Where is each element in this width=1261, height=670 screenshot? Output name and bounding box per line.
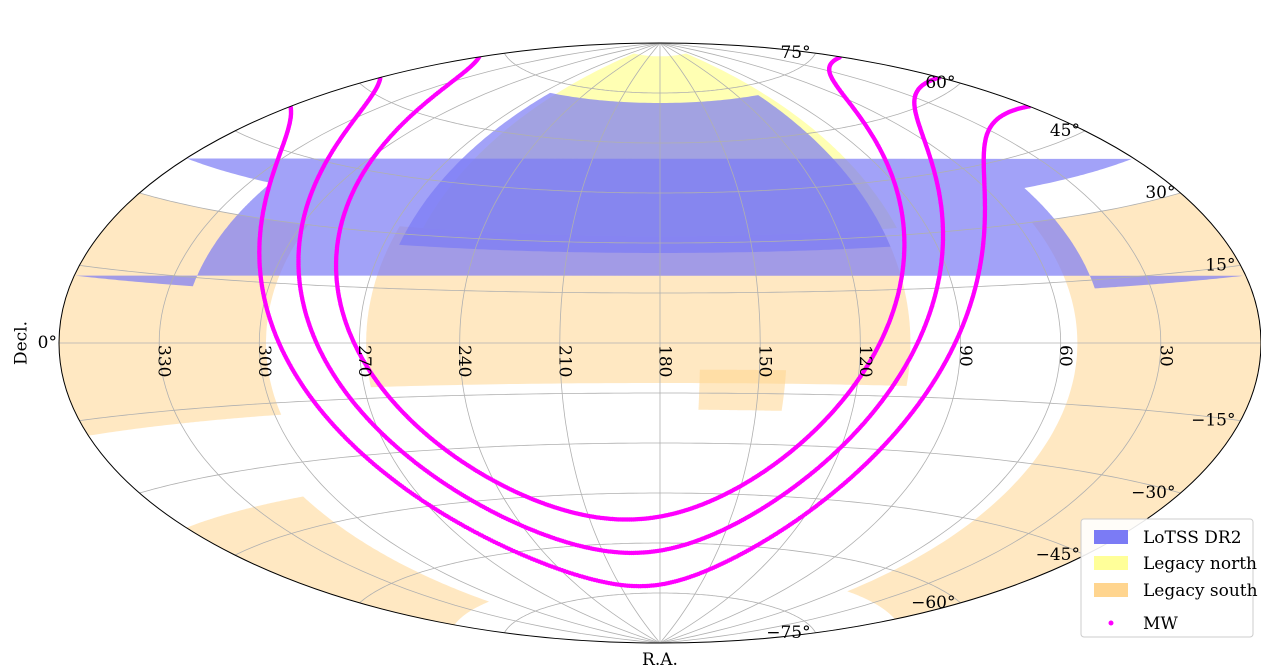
legend-label-legacy-north: Legacy north <box>1143 554 1257 574</box>
legend-label-lotss: LoTSS DR2 <box>1143 528 1242 548</box>
dec-tick-label-15: 15° <box>1205 255 1235 275</box>
dec-tick-label-m75: −75° <box>766 623 810 643</box>
dec-gridline-m45 <box>234 492 1086 556</box>
ra-tick-label-30: 30 <box>1155 345 1175 367</box>
region-lotss-dr2-1 <box>75 158 1244 289</box>
region-legacy-south-4 <box>698 369 786 411</box>
ra-tick-label-60: 60 <box>1055 345 1075 367</box>
dec-gridline-m15 <box>79 392 1241 421</box>
dec-tick-label-30: 30° <box>1145 183 1175 203</box>
ra-tick-label-180: 180 <box>655 345 675 377</box>
dec-tick-label-75: 75° <box>780 43 810 63</box>
dec-tick-label-m30: −30° <box>1131 483 1175 503</box>
legend-label-legacy-south: Legacy south <box>1143 581 1258 601</box>
dec-tick-label-m15: −15° <box>1191 411 1235 431</box>
region-legacy-south-3 <box>186 496 490 625</box>
milky-way-lines <box>257 54 1032 589</box>
legend-label-mw: MW <box>1143 614 1178 634</box>
dec-gridline-45 <box>234 130 1086 194</box>
dec-tick-label-60: 60° <box>925 73 955 93</box>
legend: LoTSS DR2 Legacy north Legacy south MW <box>1080 518 1258 638</box>
dec-tick-label-45: 45° <box>1050 121 1080 141</box>
legend-box <box>1080 518 1254 638</box>
dec-gridline-60 <box>359 82 961 144</box>
x-axis-label: R.A. <box>642 650 678 670</box>
ra-tick-label-210: 210 <box>554 345 574 377</box>
y-axis-label: Decl. <box>12 321 32 365</box>
legend-swatch-legacy-north <box>1094 556 1128 570</box>
mw-point-b-10-359.5 <box>378 467 384 473</box>
dec-tick-label-m45: −45° <box>1036 545 1080 565</box>
tick-labels: 330 300 270 240 210 180 150 120 90 60 30 75° 60° 45° 3… <box>38 43 1236 643</box>
ra-tick-label-90: 90 <box>955 345 975 367</box>
survey-regions <box>59 53 1261 625</box>
ra-tick-label-150: 150 <box>755 345 775 377</box>
dec-tick-label-m60: −60° <box>911 593 955 613</box>
ra-tick-label-240: 240 <box>454 345 474 377</box>
ra-tick-label-330: 330 <box>154 345 174 377</box>
dec-tick-label-0: 0° <box>38 333 57 353</box>
dec-gridline-75 <box>504 53 816 94</box>
mw-point-b10-359.5 <box>417 426 422 431</box>
sky-boundary <box>58 42 1261 644</box>
dec-gridline-m30 <box>139 442 1181 494</box>
legend-marker-mw <box>1108 620 1114 626</box>
ra-tick-label-300: 300 <box>254 345 274 377</box>
ra-tick-label-270: 270 <box>354 345 374 377</box>
dec-gridline-m75 <box>504 592 816 633</box>
region-legacy-south-2 <box>847 193 1261 620</box>
dec-gridline-m60 <box>359 542 961 604</box>
ra-tick-label-120: 120 <box>855 345 875 377</box>
dec-gridline-15 <box>79 265 1241 294</box>
legend-swatch-legacy-south <box>1094 583 1128 597</box>
legend-swatch-lotss <box>1094 530 1128 544</box>
mw-point-b0-359.5 <box>397 447 403 453</box>
